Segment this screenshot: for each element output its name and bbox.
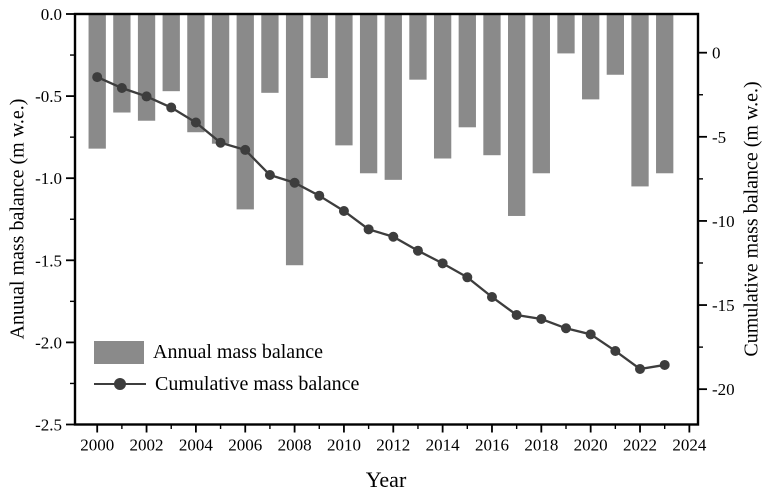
svg-text:2016: 2016 [475,436,509,455]
svg-text:-1.0: -1.0 [35,169,62,188]
bar-2002 [137,14,156,121]
cumulative-point-2009 [314,190,325,201]
legend-bar-swatch [94,340,144,364]
legend-annual-label: Annual mass balance [153,340,323,363]
bar-2008 [285,14,304,266]
svg-text:2000: 2000 [80,436,114,455]
svg-text:-2.0: -2.0 [35,333,62,352]
bar-2010 [335,14,353,146]
cumulative-point-2005 [215,137,226,148]
legend-line-swatch [94,373,146,396]
legend: Annual mass balance Cumulative mass bala… [94,340,359,404]
svg-text:2012: 2012 [376,436,410,455]
x-axis-title: Year [365,467,407,492]
cumulative-line [96,76,665,371]
legend-item-cumulative: Cumulative mass balance [94,372,359,396]
cumulative-point-2004 [190,117,201,128]
bar-2016 [483,14,501,156]
legend-cumulative-label: Cumulative mass balance [155,372,360,395]
bar-2015 [458,14,476,128]
bar-2004 [187,14,205,133]
cumulative-point-2019 [560,323,571,334]
svg-text:2010: 2010 [327,436,361,455]
cumulative-point-2012 [388,231,399,242]
bar-2019 [557,14,575,54]
bar-2012 [384,14,402,180]
bar-2009 [310,14,328,79]
bar-2005 [211,14,230,144]
cumulative-point-2018 [536,314,547,325]
bar-2014 [433,14,452,159]
bar-2020 [582,14,600,100]
svg-text:-1.5: -1.5 [35,251,62,270]
bar-2003 [162,14,180,92]
cumulative-point-2014 [437,258,448,269]
svg-text:2024: 2024 [672,436,707,455]
cumulative-point-2022 [635,363,646,374]
bar-2022 [631,14,649,187]
svg-text:2006: 2006 [228,436,262,455]
bar-2021 [606,14,624,75]
svg-text:0.0: 0.0 [41,5,62,24]
svg-text:0: 0 [712,44,721,63]
cumulative-point-2003 [166,102,177,113]
svg-text:2004: 2004 [179,436,214,455]
cumulative-point-2017 [511,309,522,320]
svg-text:2014: 2014 [426,436,461,455]
svg-text:2022: 2022 [623,436,657,455]
cumulative-point-2007 [264,170,275,181]
svg-text:2020: 2020 [574,436,608,455]
svg-text:-2.5: -2.5 [35,416,62,435]
cumulative-point-2006 [240,144,251,155]
legend-marker-dot-icon [114,377,126,390]
svg-text:-5: -5 [712,128,726,147]
cumulative-point-2021 [610,345,621,356]
left-axis-title: Anuual mass balance (m w.e.) [6,98,29,340]
cumulative-point-2008 [289,177,300,188]
cumulative-point-2002 [141,91,152,102]
bar-2017 [508,14,526,216]
cumulative-point-2011 [363,224,374,235]
svg-text:-0.5: -0.5 [35,87,62,106]
cumulative-point-2010 [338,206,349,217]
svg-text:2008: 2008 [278,436,312,455]
svg-text:2018: 2018 [524,436,558,455]
bar-2011 [359,14,378,174]
svg-text:2002: 2002 [130,436,164,455]
bar-2018 [532,14,550,174]
cumulative-point-2001 [116,83,127,94]
cumulative-point-2020 [585,329,596,340]
svg-text:-20: -20 [712,380,735,399]
bar-2006 [236,14,254,210]
legend-item-annual: Annual mass balance [94,340,359,364]
svg-text:-15: -15 [712,296,735,315]
bar-2001 [113,14,131,113]
bar-2013 [409,14,427,80]
cumulative-point-2023 [659,359,670,370]
right-axis-title: Cumulative mass balance (m w.e.) [740,81,763,357]
cumulative-point-2015 [462,272,473,283]
cumulative-point-2000 [92,72,103,83]
bar-2007 [261,14,279,93]
bar-2023 [656,14,674,174]
cumulative-point-2016 [486,291,497,302]
cumulative-point-2013 [412,245,423,256]
svg-text:-10: -10 [712,212,735,231]
